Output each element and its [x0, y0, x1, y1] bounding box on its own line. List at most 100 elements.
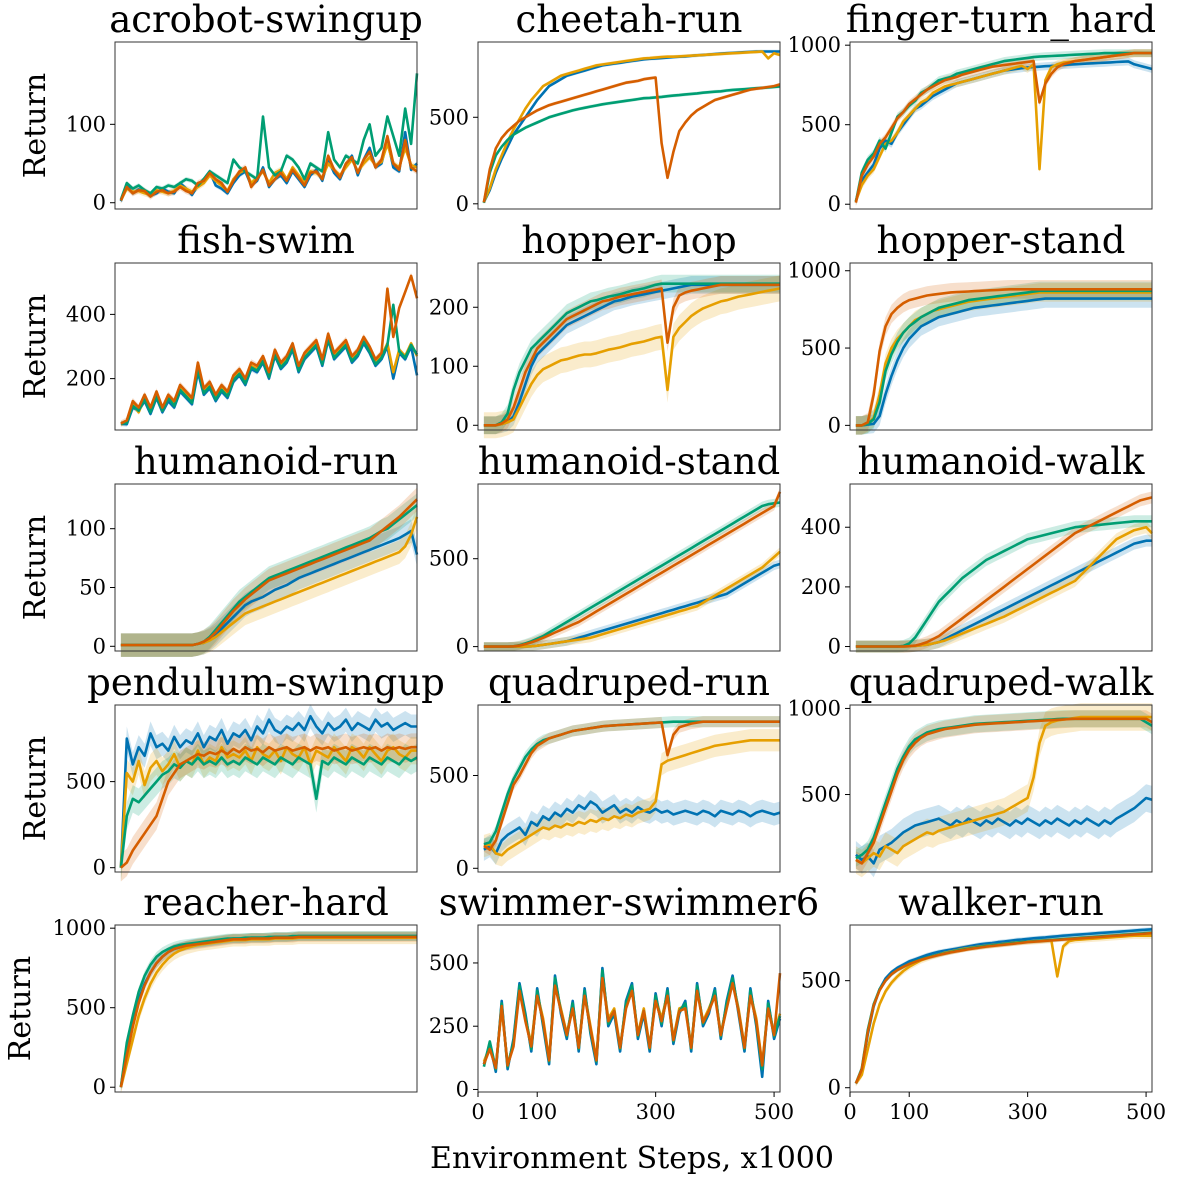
y-tick-label: 500	[66, 770, 106, 794]
series-line-blue	[482, 966, 782, 1079]
series-line-vermillion	[120, 498, 418, 647]
y-axis-label: Return	[18, 515, 53, 620]
axes-frame	[849, 924, 1153, 1093]
confidence-band-orange	[120, 505, 418, 657]
series-line-vermillion	[483, 720, 780, 852]
confidence-band-green	[483, 274, 780, 435]
y-tick-label: 0	[456, 413, 469, 437]
panel-title: humanoid-run	[134, 440, 398, 483]
series-line-orange	[483, 287, 781, 427]
y-tick-label: 0	[828, 1076, 841, 1100]
y-tick-label: 500	[801, 969, 841, 993]
series-line-green	[854, 931, 1153, 1084]
panel-title: quadruped-run	[488, 661, 770, 704]
confidence-band-orange	[855, 521, 1152, 653]
series-line-vermillion	[482, 76, 781, 203]
y-axis-label: Return	[18, 736, 53, 841]
axes-frame	[114, 41, 418, 210]
chart-panel-pendulum-swingup: pendulum-swingup Return 0 500	[18, 661, 445, 882]
confidence-band-vermillion	[855, 710, 1152, 872]
panel-title: finger-turn_hard	[846, 0, 1156, 42]
confidence-band-vermillion	[120, 487, 418, 657]
confidence-band-blue	[855, 57, 1152, 206]
y-tick-label: 1000	[53, 916, 106, 940]
y-tick-label: 500	[429, 764, 469, 788]
series-line-vermillion	[482, 972, 782, 1070]
series-line-vermillion	[855, 287, 1152, 427]
confidence-band-blue	[120, 519, 418, 657]
confidence-band-green	[120, 743, 418, 882]
y-tick-label: 500	[801, 113, 841, 137]
panel-title: hopper-hop	[521, 219, 736, 262]
axes-frame	[849, 704, 1153, 873]
series-line-green	[482, 85, 781, 204]
axes-frame	[114, 483, 418, 652]
y-tick-label: 0	[93, 191, 106, 215]
series-line-vermillion	[120, 745, 417, 869]
chart-panel-quadruped-walk: quadruped-walk 500 1000	[788, 661, 1154, 878]
y-tick-label: 250	[429, 1014, 469, 1038]
series-line-blue	[854, 928, 1153, 1084]
y-tick-label: 500	[66, 996, 106, 1020]
x-tick-label: 100	[517, 1100, 557, 1124]
panel-title: humanoid-stand	[478, 440, 780, 483]
series-line-blue	[119, 714, 417, 868]
y-tick-label: 500	[429, 547, 469, 571]
y-tick-label: 200	[801, 575, 841, 599]
series-line-orange	[119, 936, 417, 1088]
y-tick-label: 100	[66, 517, 106, 541]
panel-title: acrobot-swingup	[109, 0, 423, 41]
y-tick-label: 200	[429, 295, 469, 319]
series-line-vermillion	[119, 935, 417, 1088]
axes-frame	[477, 262, 781, 431]
chart-panel-quadruped-run: quadruped-run 0 500	[429, 661, 781, 880]
chart-panel-swimmer-swimmer6: swimmer-swimmer6 0 250 500 0 100 300 500	[429, 881, 819, 1124]
confidence-band-blue	[855, 534, 1152, 653]
axes-frame	[114, 262, 418, 431]
confidence-band-blue	[120, 704, 418, 880]
y-tick-label: 1000	[788, 33, 841, 57]
y-tick-label: 400	[801, 515, 841, 539]
series-line-blue	[855, 796, 1153, 865]
series-line-orange	[855, 715, 1152, 865]
confidence-band-blue	[855, 927, 1152, 1086]
series-line-green	[119, 73, 419, 201]
x-tick-label: 300	[1008, 1100, 1048, 1124]
y-tick-label: 0	[456, 1077, 469, 1101]
y-tick-label: 0	[828, 635, 841, 659]
series-line-orange	[483, 738, 780, 857]
y-tick-label: 400	[66, 302, 106, 326]
series-line-vermillion	[855, 717, 1153, 865]
y-tick-label: 200	[66, 367, 106, 391]
confidence-band-vermillion	[855, 931, 1152, 1086]
series-line-vermillion	[120, 274, 419, 425]
confidence-band-orange	[483, 275, 780, 439]
chart-panel-hopper-stand: hopper-stand 0 500 1000	[788, 219, 1153, 437]
panel-title: swimmer-swimmer6	[439, 881, 820, 924]
x-tick-label: 0	[471, 1100, 484, 1124]
y-tick-label: 0	[93, 1075, 106, 1099]
chart-panel-fish-swim: fish-swim Return 200 400	[18, 219, 419, 431]
panel-title: reacher-hard	[143, 881, 389, 924]
series-line-vermillion	[854, 931, 1153, 1084]
confidence-band-vermillion	[855, 280, 1152, 435]
series-line-blue	[483, 562, 781, 648]
y-axis-label: Return	[3, 956, 38, 1061]
y-tick-label: 500	[801, 783, 841, 807]
chart-panel-humanoid-run: humanoid-run Return 0 50 100	[18, 440, 419, 658]
confidence-band-orange	[483, 729, 780, 867]
y-axis-label: Return	[18, 73, 53, 178]
panel-title: walker-run	[898, 881, 1103, 924]
axes-frame	[477, 704, 781, 873]
series-line-vermillion	[855, 496, 1153, 648]
series-line-vermillion	[483, 283, 780, 427]
y-tick-label: 0	[456, 635, 469, 659]
series-line-vermillion	[119, 134, 418, 201]
series-line-orange	[483, 550, 781, 648]
axes-frame	[477, 41, 781, 210]
x-tick-label: 500	[1126, 1100, 1166, 1124]
panel-title: cheetah-run	[516, 0, 743, 41]
chart-panel-finger-turn_hard: finger-turn_hard 0 500 1000	[788, 0, 1157, 216]
axes-frame	[477, 483, 781, 652]
axes-frame	[849, 41, 1153, 210]
